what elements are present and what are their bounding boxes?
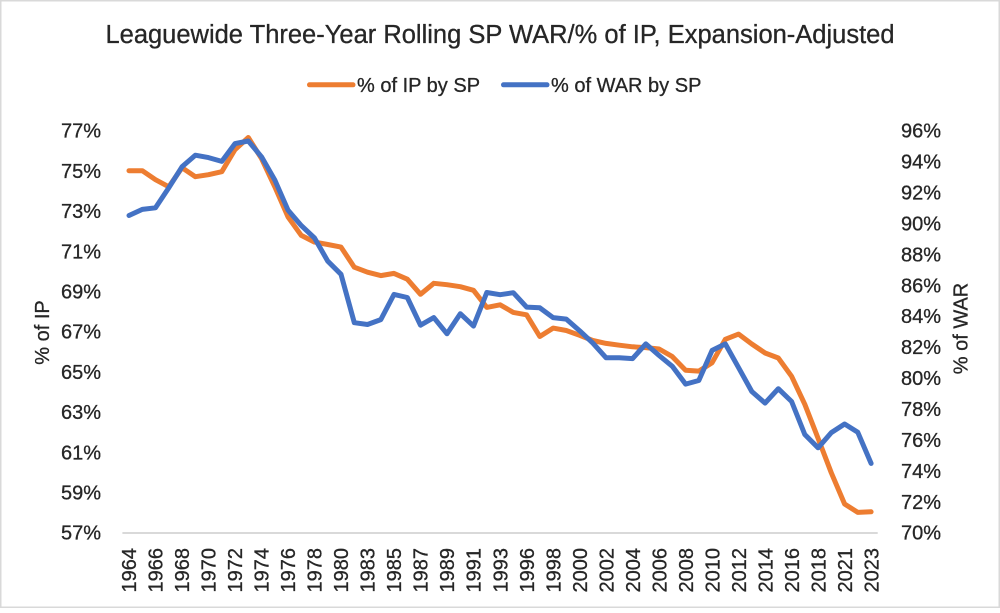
svg-text:86%: 86% (901, 275, 941, 297)
svg-text:84%: 84% (901, 306, 941, 328)
svg-text:1996: 1996 (517, 548, 539, 593)
svg-text:% of IP: % of IP (32, 300, 54, 364)
svg-text:2008: 2008 (676, 548, 698, 593)
svg-text:71%: 71% (61, 241, 101, 263)
svg-text:75%: 75% (61, 161, 101, 183)
svg-text:1978: 1978 (305, 548, 327, 593)
svg-text:61%: 61% (61, 442, 101, 464)
svg-text:2002: 2002 (596, 548, 618, 593)
svg-text:1970: 1970 (199, 548, 221, 593)
svg-text:% of WAR by SP: % of WAR by SP (551, 75, 701, 97)
svg-text:78%: 78% (901, 399, 941, 421)
svg-text:1985: 1985 (384, 548, 406, 593)
svg-text:1972: 1972 (225, 548, 247, 593)
svg-text:1976: 1976 (278, 548, 300, 593)
svg-text:1991: 1991 (464, 548, 486, 593)
svg-text:2023: 2023 (861, 548, 883, 593)
svg-text:1964: 1964 (119, 548, 141, 593)
svg-text:74%: 74% (901, 461, 941, 483)
svg-text:67%: 67% (61, 322, 101, 344)
svg-text:73%: 73% (61, 201, 101, 223)
svg-text:2016: 2016 (782, 548, 804, 593)
svg-text:1989: 1989 (437, 548, 459, 593)
svg-text:1987: 1987 (411, 548, 433, 593)
svg-text:1993: 1993 (490, 548, 512, 593)
svg-text:1998: 1998 (543, 548, 565, 593)
svg-text:92%: 92% (901, 183, 941, 205)
svg-text:96%: 96% (901, 121, 941, 143)
svg-text:82%: 82% (901, 337, 941, 359)
svg-text:2018: 2018 (808, 548, 830, 593)
svg-text:1983: 1983 (358, 548, 380, 593)
svg-text:72%: 72% (901, 492, 941, 514)
svg-text:2021: 2021 (835, 548, 857, 593)
svg-text:1980: 1980 (331, 548, 353, 593)
svg-text:2000: 2000 (570, 548, 592, 593)
svg-text:% of IP by SP: % of IP by SP (357, 75, 480, 97)
svg-text:90%: 90% (901, 214, 941, 236)
svg-text:1966: 1966 (146, 548, 168, 593)
svg-text:63%: 63% (61, 402, 101, 424)
svg-text:% of WAR: % of WAR (951, 283, 973, 375)
svg-text:1968: 1968 (172, 548, 194, 593)
svg-text:76%: 76% (901, 430, 941, 452)
svg-text:88%: 88% (901, 244, 941, 266)
svg-text:70%: 70% (901, 523, 941, 545)
svg-text:57%: 57% (61, 523, 101, 545)
svg-text:Leaguewide Three-Year Rolling: Leaguewide Three-Year Rolling SP WAR/% o… (105, 21, 894, 49)
svg-text:65%: 65% (61, 362, 101, 384)
svg-text:2014: 2014 (755, 548, 777, 593)
svg-text:59%: 59% (61, 483, 101, 505)
svg-text:2004: 2004 (623, 548, 645, 593)
svg-text:2012: 2012 (729, 548, 751, 593)
svg-text:2006: 2006 (649, 548, 671, 593)
svg-text:1974: 1974 (252, 548, 274, 593)
svg-text:69%: 69% (61, 282, 101, 304)
svg-text:80%: 80% (901, 368, 941, 390)
svg-text:2010: 2010 (702, 548, 724, 593)
svg-text:94%: 94% (901, 152, 941, 174)
svg-text:77%: 77% (61, 121, 101, 143)
